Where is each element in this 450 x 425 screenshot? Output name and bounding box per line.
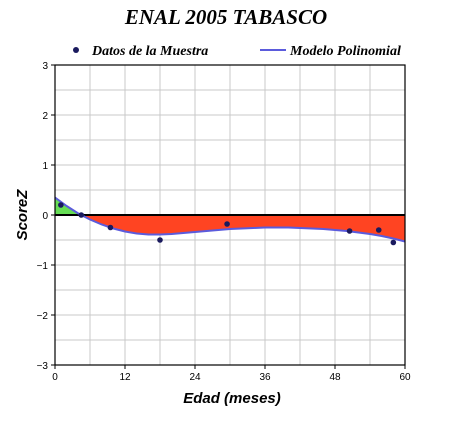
data-point [375, 227, 382, 233]
chart-title: ENAL 2005 TABASCO [124, 5, 327, 29]
legend-label-sample: Datos de la Muestra [91, 44, 208, 59]
y-tick-label: 0 [42, 211, 48, 222]
x-tick-label: 12 [119, 372, 131, 383]
x-tick-label: 48 [329, 372, 341, 383]
y-tick-label: 2 [42, 111, 48, 122]
x-tick-label: 0 [52, 372, 58, 383]
x-tick-label: 24 [189, 372, 201, 383]
model-curve [54, 196, 406, 243]
legend-marker-sample [73, 47, 79, 53]
data-point [390, 239, 397, 246]
data-point [107, 224, 114, 231]
y-tick-label: −2 [37, 311, 49, 322]
y-tick-label: 1 [42, 161, 48, 172]
y-axis-label: ScoreZ [14, 189, 31, 241]
y-tick-label: −1 [37, 261, 49, 272]
legend: Datos de la Muestra Modelo Polinomial [73, 44, 401, 59]
x-tick-label: 36 [259, 372, 271, 383]
y-tick-label: −3 [37, 361, 49, 372]
y-tick-label: 3 [42, 61, 48, 72]
x-tick-label: 60 [399, 372, 411, 383]
data-point [346, 228, 353, 234]
data-point [78, 212, 85, 218]
data-point [58, 202, 64, 208]
data-point [157, 237, 163, 243]
x-axis-label: Edad (meses) [183, 390, 281, 407]
data-point [224, 221, 230, 227]
legend-label-model: Modelo Polinomial [289, 44, 401, 59]
